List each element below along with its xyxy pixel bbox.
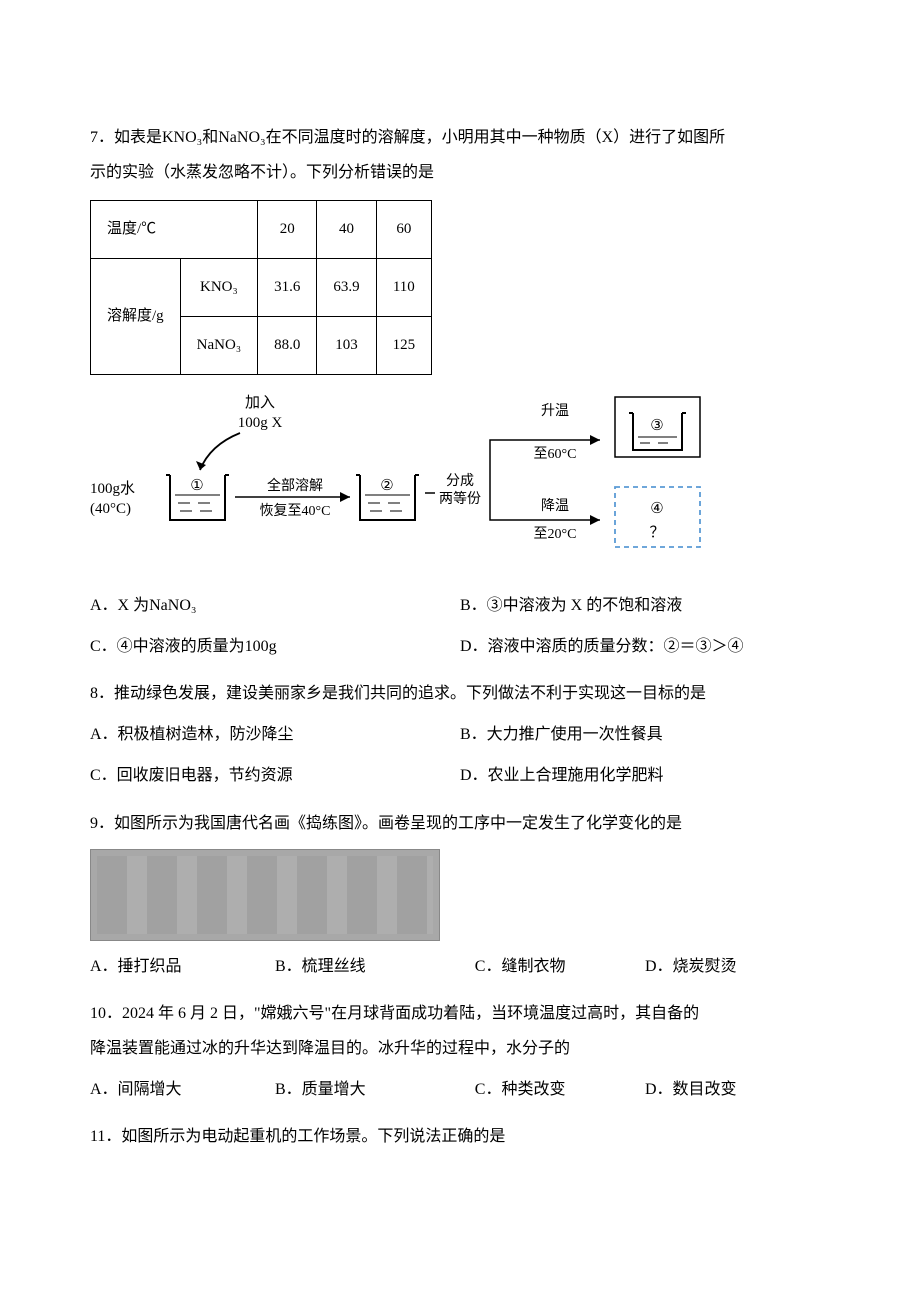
q7-opt-d: D．溶液中溶质的质量分数：②＝③＞④	[460, 629, 830, 664]
arrow1-bot: 恢复至40°C	[260, 502, 331, 519]
water-label-1: 100g水	[90, 480, 135, 497]
q7-options-row2: C．④中溶液的质量为100g D．溶液中溶质的质量分数：②＝③＞④	[90, 629, 830, 664]
beaker-1: ①	[166, 475, 229, 520]
add-arrow	[200, 433, 240, 470]
split-bot: 两等份	[439, 490, 481, 507]
table-row: 温度/℃ 20 40 60	[91, 201, 432, 259]
split-top: 分成	[446, 473, 474, 489]
add-label-2: 100g X	[238, 415, 283, 431]
beaker-2-label: ②	[380, 478, 393, 494]
kno3-40: 63.9	[317, 259, 376, 317]
q10-options: A．间隔增大 B．质量增大 C．种类改变 D．数目改变	[90, 1072, 830, 1107]
temp-40: 40	[317, 201, 376, 259]
add-label-1: 加入	[245, 394, 275, 411]
beaker-4-label: ④	[650, 501, 663, 517]
beaker-3: ③	[615, 397, 700, 457]
question-7: 7．如表是KNO₃和NaNO₃在不同温度时的溶解度，小明用其中一种物质（X）进行…	[90, 120, 830, 664]
cool-bot: 至20°C	[534, 527, 577, 542]
heat-top: 升温	[541, 403, 569, 419]
q9-text: 9．如图所示为我国唐代名画《捣练图》。画卷呈现的工序中一定发生了化学变化的是	[90, 806, 830, 841]
question-mark: ？	[649, 525, 664, 541]
q10-opt-b: B．质量增大	[275, 1072, 475, 1107]
q10-opt-a: A．间隔增大	[90, 1072, 275, 1107]
q10-opt-c: C．种类改变	[475, 1072, 645, 1107]
q10-text-l2: 降温装置能通过冰的升华达到降温目的。冰升华的过程中，水分子的	[90, 1031, 830, 1066]
nano3-label: NaNO₃	[180, 317, 257, 375]
nano3-60: 125	[376, 317, 432, 375]
question-9: 9．如图所示为我国唐代名画《捣练图》。画卷呈现的工序中一定发生了化学变化的是 A…	[90, 806, 830, 984]
beaker-1-label: ①	[190, 478, 203, 494]
kno3-20: 31.6	[258, 259, 317, 317]
q8-opt-a: A．积极植树造林，防沙降尘	[90, 717, 460, 752]
q11-text: 11．如图所示为电动起重机的工作场景。下列说法正确的是	[90, 1119, 830, 1154]
q7-opt-b: B．③中溶液为 X 的不饱和溶液	[460, 588, 830, 623]
q9-opt-c: C．缝制衣物	[475, 949, 645, 984]
q10-text-l1: 10．2024 年 6 月 2 日，"嫦娥六号"在月球背面成功着陆，当环境温度过…	[90, 996, 830, 1031]
q7-text-l2: 示的实验（水蒸发忽略不计）。下列分析错误的是	[90, 155, 830, 190]
kno3-60: 110	[376, 259, 432, 317]
q7-opt-a: A．X 为NaNO₃	[90, 588, 460, 623]
beaker-2: ②	[356, 475, 419, 520]
cool-top: 降温	[541, 498, 569, 514]
q8-opt-d: D．农业上合理施用化学肥料	[460, 758, 830, 793]
daolian-painting-image	[90, 849, 440, 941]
kno3-label: KNO₃	[180, 259, 257, 317]
nano3-20: 88.0	[258, 317, 317, 375]
experiment-diagram: 100g水 (40°C) 加入 100g X ① 全部溶解 恢复至	[90, 385, 830, 573]
arrow1-top: 全部溶解	[267, 477, 323, 494]
q8-text: 8．推动绿色发展，建设美丽家乡是我们共同的追求。下列做法不利于实现这一目标的是	[90, 676, 830, 711]
nano3-40: 103	[317, 317, 376, 375]
temp-header: 温度/℃	[91, 201, 258, 259]
beaker-3-label: ③	[650, 418, 663, 434]
q7-text-l1: 7．如表是KNO₃和NaNO₃在不同温度时的溶解度，小明用其中一种物质（X）进行…	[90, 120, 830, 155]
q8-options-row1: A．积极植树造林，防沙降尘 B．大力推广使用一次性餐具	[90, 717, 830, 752]
q7-options-row1: A．X 为NaNO₃ B．③中溶液为 X 的不饱和溶液	[90, 588, 830, 623]
table-row: 溶解度/g KNO₃ 31.6 63.9 110	[91, 259, 432, 317]
q9-options: A．捶打织品 B．梳理丝线 C．缝制衣物 D．烧炭熨烫	[90, 949, 830, 984]
q10-opt-d: D．数目改变	[645, 1072, 830, 1107]
q9-opt-d: D．烧炭熨烫	[645, 949, 830, 984]
beaker-4-box: ④ ？	[615, 487, 700, 547]
question-10: 10．2024 年 6 月 2 日，"嫦娥六号"在月球背面成功着陆，当环境温度过…	[90, 996, 830, 1108]
arrow1-head	[340, 492, 350, 502]
solubility-table: 温度/℃ 20 40 60 溶解度/g KNO₃ 31.6 63.9 110 N…	[90, 200, 432, 375]
q9-opt-a: A．捶打织品	[90, 949, 275, 984]
water-label-2: (40°C)	[90, 501, 131, 517]
solubility-label: 溶解度/g	[91, 259, 181, 375]
temp-20: 20	[258, 201, 317, 259]
q7-opt-c: C．④中溶液的质量为100g	[90, 629, 460, 664]
heat-bot: 至60°C	[534, 447, 577, 462]
question-8: 8．推动绿色发展，建设美丽家乡是我们共同的追求。下列做法不利于实现这一目标的是 …	[90, 676, 830, 794]
temp-60: 60	[376, 201, 432, 259]
question-11: 11．如图所示为电动起重机的工作场景。下列说法正确的是	[90, 1119, 830, 1154]
q8-options-row2: C．回收废旧电器，节约资源 D．农业上合理施用化学肥料	[90, 758, 830, 793]
q9-opt-b: B．梳理丝线	[275, 949, 475, 984]
q8-opt-b: B．大力推广使用一次性餐具	[460, 717, 830, 752]
q8-opt-c: C．回收废旧电器，节约资源	[90, 758, 460, 793]
